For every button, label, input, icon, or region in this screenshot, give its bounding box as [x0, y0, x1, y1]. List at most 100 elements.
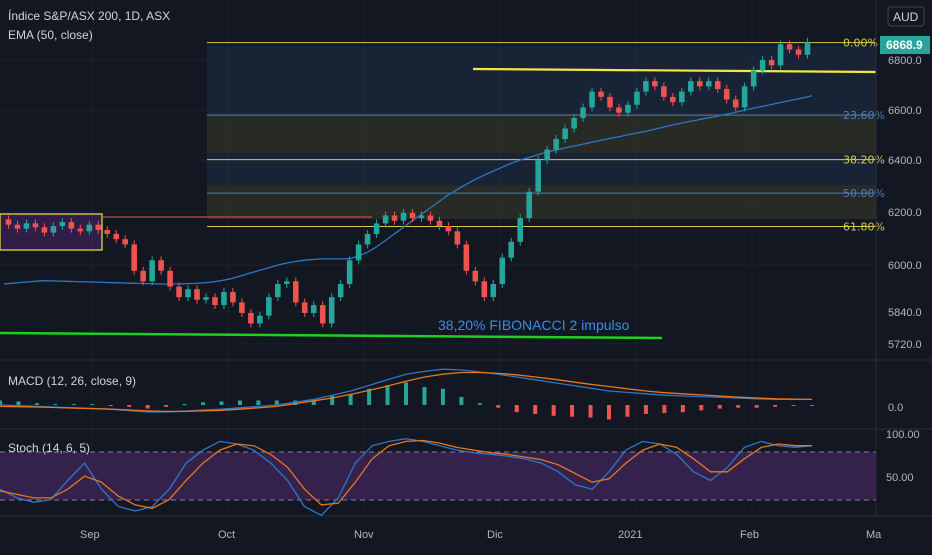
candle-60 [544, 149, 550, 161]
macd-bar-42 [773, 405, 778, 407]
candle-39 [355, 244, 362, 261]
candle-61 [553, 139, 559, 150]
candle-29 [266, 297, 272, 316]
macd-bar-33 [607, 405, 611, 420]
currency-button[interactable] [887, 6, 925, 27]
candle-50 [454, 231, 461, 245]
candle-42 [382, 215, 389, 224]
candle-87 [786, 44, 793, 50]
candle-31 [284, 281, 290, 284]
price-tick-4: 6000.0 [888, 260, 922, 272]
candle-75 [679, 91, 685, 103]
candle-41 [373, 223, 380, 234]
candle-51 [463, 244, 470, 271]
last-price-text: 6868.9 [886, 38, 923, 52]
stoch-tick-0: 100.00 [886, 429, 920, 441]
fib-label-4: 61.80% [843, 221, 885, 234]
time-axis: Sep Oct Nov Dic 2021 Feb Ma [80, 529, 882, 541]
macd-bar-32 [588, 405, 593, 418]
macd-bar-3 [53, 404, 58, 406]
candle-53 [481, 281, 488, 298]
fib-label-1: 23.60% [843, 109, 885, 122]
macd-bar-6 [108, 405, 113, 406]
candle-17 [158, 260, 164, 271]
candle-44 [400, 212, 407, 221]
macd-line [0, 368, 812, 413]
candle-70 [634, 91, 640, 105]
candle-30 [275, 283, 281, 298]
candle-89 [804, 41, 811, 55]
macd-bar-25 [459, 396, 464, 405]
candle-68 [616, 107, 622, 113]
macd-bar-26 [477, 403, 482, 405]
fibonacci-lines: 0.00% 23.60% 38.20% 50.00% 61.80% [207, 37, 885, 234]
resistance-line [472, 67, 877, 74]
candle-71 [643, 81, 649, 92]
fibonacci-annotation: 38,20% FIBONACCI 2 impulso [438, 317, 630, 333]
candle-4 [41, 227, 48, 233]
macd-bar-4 [71, 404, 76, 406]
stoch-label: Stoch (14, 6, 5) [8, 441, 90, 455]
macd-bar-19 [348, 394, 353, 405]
macd-bar-27 [496, 405, 501, 408]
macd-bar-7 [127, 405, 132, 407]
macd-bar-39 [717, 405, 722, 409]
time-tick-0: Sep [80, 529, 100, 541]
candle-3 [32, 223, 39, 228]
candle-14 [131, 244, 137, 271]
macd-bar-29 [533, 405, 538, 414]
candle-63 [571, 117, 577, 129]
candle-16 [149, 260, 155, 282]
candle-43 [391, 215, 398, 221]
macd-bar-36 [662, 405, 667, 414]
time-tick-2: Nov [354, 529, 374, 541]
macd-bar-34 [625, 405, 630, 417]
candle-19 [176, 286, 182, 298]
candle-82 [741, 86, 748, 108]
candle-12 [113, 233, 120, 240]
candle-13 [122, 239, 128, 245]
macd-bar-9 [164, 405, 169, 407]
macd-bar-28 [514, 405, 519, 413]
price-tick-6: 5720.0 [888, 339, 922, 351]
macd-bar-5 [90, 404, 95, 406]
macd-bar-41 [754, 405, 759, 408]
macd-bar-12 [219, 401, 224, 405]
candle-55 [499, 257, 506, 284]
candle-37 [337, 283, 344, 298]
time-tick-1: Oct [218, 529, 235, 541]
macd-tick-0: 0.0 [888, 402, 903, 414]
currency-label[interactable]: AUD [893, 10, 919, 24]
macd-bar-24 [440, 388, 445, 405]
macd-bar-44 [810, 405, 814, 406]
stoch-k-line [0, 438, 813, 517]
time-tick-5: Feb [740, 529, 759, 541]
candle-72 [652, 81, 658, 87]
candle-47 [427, 215, 434, 221]
macd-bar-35 [643, 405, 648, 414]
candle-57 [517, 218, 524, 242]
fib-label-0: 0.00% [843, 37, 878, 50]
macd-label: MACD (12, 26, close, 9) [8, 374, 136, 388]
candle-22 [203, 297, 209, 300]
candle-28 [257, 315, 263, 324]
candle-78 [705, 81, 712, 87]
candle-80 [723, 88, 730, 100]
candle-32 [292, 281, 299, 303]
candle-21 [194, 289, 200, 300]
time-tick-6: Ma [866, 529, 882, 541]
candles [5, 37, 811, 328]
stoch-band [0, 452, 876, 500]
macd-bar-18 [330, 396, 335, 405]
candle-33 [301, 302, 308, 313]
candle-20 [185, 289, 191, 298]
candle-85 [768, 60, 775, 66]
macd-bar-13 [237, 400, 242, 405]
candle-11 [104, 229, 111, 234]
macd-bar-31 [570, 405, 575, 417]
candle-45 [409, 212, 416, 219]
candle-40 [364, 233, 371, 245]
price-tick-0: 6800.0 [888, 55, 922, 67]
candle-79 [714, 81, 721, 89]
